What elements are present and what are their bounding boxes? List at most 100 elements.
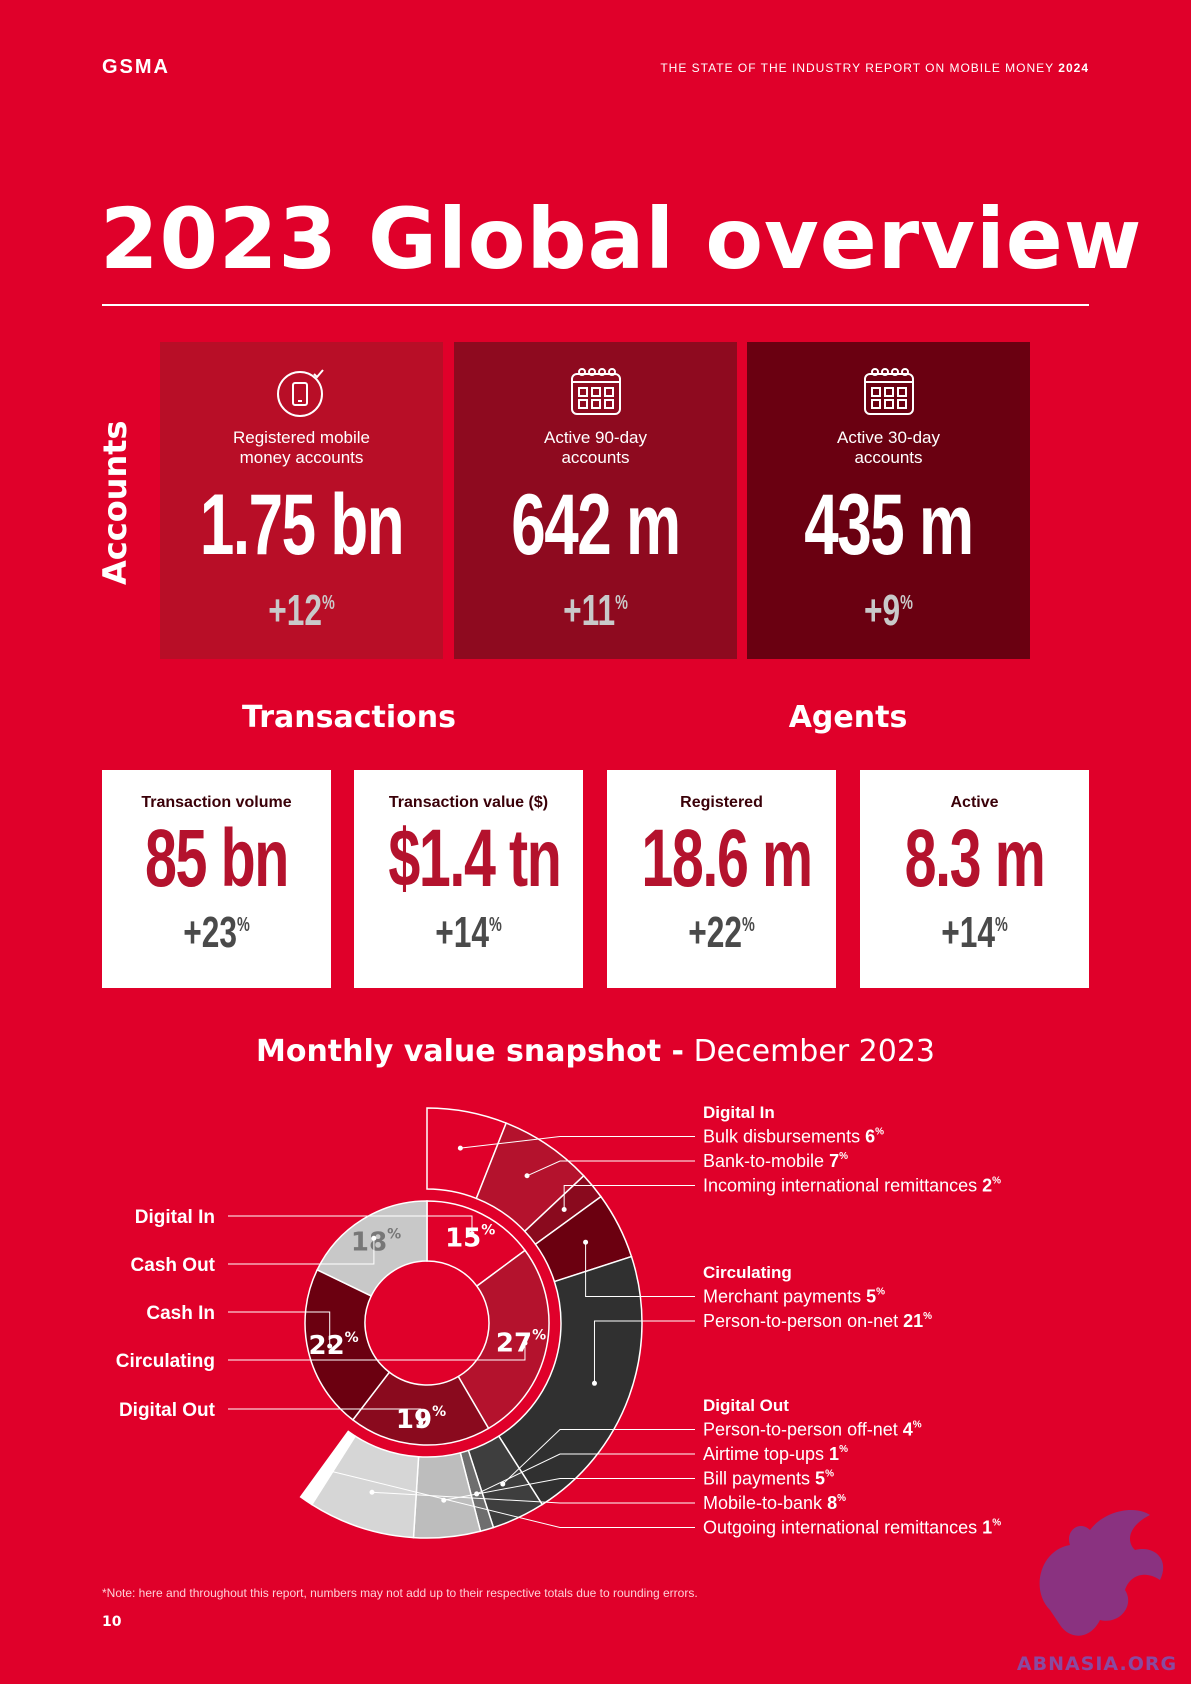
report-year: 2024	[1058, 61, 1089, 75]
mobile-check-icon	[276, 369, 324, 417]
footnote: *Note: here and throughout this report, …	[102, 1586, 698, 1600]
account-card-registered: Registered mobile money accounts 1.75 bn…	[160, 342, 443, 659]
outer-legend-label: Merchant payments 5%	[703, 1287, 885, 1307]
leader-line	[326, 1469, 695, 1528]
growth-unit: %	[236, 914, 250, 936]
account-card-value: 1.75 bn	[199, 477, 405, 573]
leader-line	[228, 1408, 422, 1423]
growth-unit: %	[488, 914, 502, 936]
leader-line	[585, 1242, 695, 1297]
card-label: Registered	[680, 794, 763, 811]
percent-sign: %	[923, 1311, 932, 1322]
label-line-2: accounts	[561, 448, 630, 467]
card-growth: +14%	[386, 902, 551, 956]
snapshot-title-date: December 2023	[693, 1034, 936, 1069]
card-growth: +23%	[134, 902, 299, 956]
growth-value: +22	[688, 908, 742, 957]
outer-legend-value: 8	[827, 1493, 837, 1513]
leader-line	[563, 1185, 695, 1210]
growth-value: +23	[183, 908, 237, 957]
transactions-heading: Transactions	[242, 700, 456, 735]
leader-dot	[418, 1420, 424, 1426]
percent-sign: %	[345, 1330, 359, 1346]
percent-sign: %	[839, 1151, 848, 1162]
inner-slice-cash-in	[304, 1268, 391, 1421]
inner-legend-label: Circulating	[116, 1351, 215, 1372]
label-line-2: accounts	[854, 448, 923, 467]
transaction-value-card: Transaction value ($) $1.4 tn +14%	[354, 770, 583, 988]
leader-dot	[591, 1380, 597, 1386]
agents-heading: Agents	[788, 700, 908, 735]
percent-sign: %	[913, 1420, 922, 1431]
card-growth: +22%	[639, 902, 804, 956]
leader-dot	[327, 1343, 333, 1349]
leader-line	[371, 1491, 695, 1504]
report-title: THE STATE OF THE INDUSTRY REPORT ON MOBI…	[660, 61, 1089, 75]
outer-legend-label: Bulk disbursements 6%	[703, 1127, 884, 1147]
outer-slice-mobile-to-bank	[310, 1435, 420, 1539]
leader-dot	[522, 1340, 528, 1346]
card-label: Active	[950, 794, 999, 811]
outer-legend-label: Incoming international remittances 2%	[703, 1176, 1001, 1196]
label-line-2: money accounts	[239, 448, 364, 467]
account-card-label: Active 30-day accounts	[747, 428, 1030, 468]
leader-dot	[561, 1207, 567, 1213]
leader-line	[502, 1429, 695, 1485]
leader-dot	[457, 1145, 463, 1151]
growth-value: +11	[563, 586, 616, 635]
inner-legend-label: Digital In	[135, 1207, 215, 1228]
outer-legend-label: Person-to-person on-net 21%	[703, 1311, 932, 1331]
inner-legend-label: Cash Out	[131, 1255, 216, 1276]
inner-legend-label: Digital Out	[119, 1400, 216, 1421]
account-card-label: Active 90-day accounts	[454, 428, 737, 468]
leader-line	[228, 1238, 375, 1265]
outer-slice-person-to-person-on-net	[497, 1255, 643, 1506]
growth-unit: %	[741, 914, 755, 936]
agents-registered-card: Registered 18.6 m +22%	[607, 770, 836, 988]
leader-dot	[524, 1173, 530, 1179]
outer-group-heading: Digital Out	[703, 1396, 789, 1415]
outer-legend-value: 6	[865, 1127, 875, 1147]
leader-line	[228, 1311, 331, 1347]
report-title-text: THE STATE OF THE INDUSTRY REPORT ON MOBI…	[660, 61, 1054, 75]
leader-dot	[371, 1235, 377, 1241]
growth-unit: %	[994, 914, 1008, 936]
account-card-active-90: Active 90-day accounts 642 m +11%	[454, 342, 737, 659]
leader-dot	[500, 1481, 506, 1487]
growth-value: +14	[941, 908, 995, 957]
snapshot-title-bold: Monthly value snapshot -	[255, 1034, 685, 1069]
percent-sign: %	[875, 1127, 884, 1138]
percent-sign: %	[837, 1493, 846, 1504]
outer-legend-label: Bill payments 5%	[703, 1469, 834, 1489]
percent-sign: %	[876, 1287, 885, 1298]
outer-legend-value: 4	[903, 1420, 913, 1440]
growth-unit: %	[615, 592, 628, 614]
card-value: $1.4 tn	[388, 813, 561, 904]
gsma-logo: GSMA	[102, 56, 170, 78]
outer-legend-value: 5	[815, 1469, 825, 1489]
account-card-growth: +11%	[494, 586, 698, 636]
label-line-1: Registered mobile	[232, 428, 370, 447]
account-card-growth: +9%	[787, 586, 991, 636]
outer-legend-value: 7	[829, 1151, 839, 1171]
leader-line	[443, 1478, 695, 1501]
outer-legend-label: Airtime top-ups 1%	[703, 1444, 848, 1464]
title-divider	[102, 304, 1089, 306]
card-growth: +14%	[892, 902, 1057, 956]
watermark-text: ABNASIA.ORG	[1017, 1653, 1177, 1675]
account-card-value: 435 m	[804, 477, 974, 573]
outer-legend-value: 2	[982, 1176, 992, 1196]
outer-group-heading: Circulating	[703, 1263, 792, 1282]
card-value: 18.6 m	[641, 813, 813, 904]
label-line-1: Active 30-day	[837, 428, 940, 447]
percent-sign: %	[481, 1222, 495, 1238]
account-card-value: 642 m	[511, 477, 681, 573]
leader-line	[593, 1320, 695, 1384]
leader-line	[476, 1453, 695, 1495]
card-label: Transaction value ($)	[388, 794, 549, 811]
snapshot-title: Monthly value snapshot - December 2023	[0, 1034, 1191, 1069]
outer-legend-value: 5	[866, 1287, 876, 1307]
inner-legend-label: Cash In	[146, 1303, 215, 1324]
growth-value: +12	[268, 586, 322, 635]
